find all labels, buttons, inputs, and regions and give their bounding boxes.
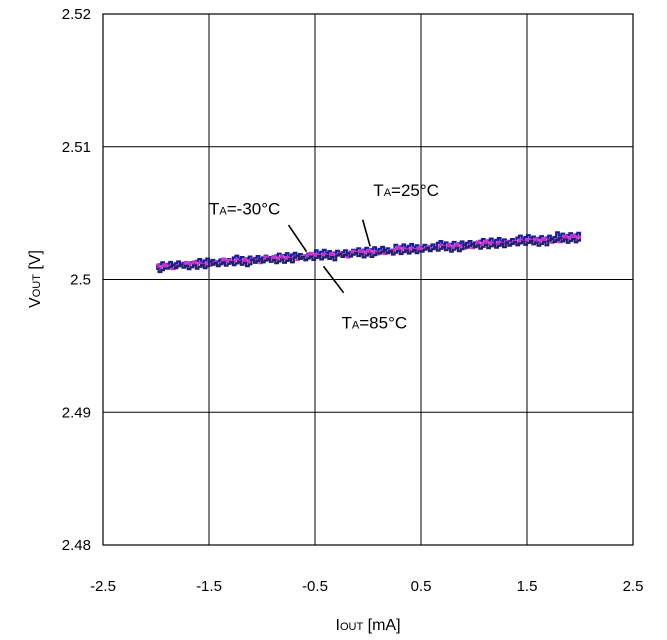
y-axis-label-main: V — [27, 297, 44, 308]
y-axis-label: VOUT [V] — [27, 250, 44, 308]
x-axis-label-sub: OUT — [340, 621, 364, 633]
annotation-pointer-0 — [361, 219, 371, 247]
annotation-label-2: TA=85°C — [342, 314, 408, 333]
x-tick-label-3: 0.5 — [411, 578, 432, 595]
annotation-label-1: TA=-30°C — [209, 199, 280, 218]
y-axis-label-sub: OUT — [31, 274, 43, 298]
annotation-label-0: TA=25°C — [373, 181, 439, 200]
plot-frame — [102, 13, 634, 546]
x-axis-label-unit: [mA] — [363, 617, 400, 634]
annotation-pointer-2 — [322, 265, 345, 294]
tick-labels: -2.5 -1.5 -0.5 0.5 1.5 2.5 2.48 2.49 2.5 2.51 2.52 — [62, 6, 644, 595]
x-tick-label-4: 1.5 — [517, 578, 538, 595]
x-axis-label-main: I — [335, 617, 339, 634]
x-axis-label: IOUT [mA] — [335, 617, 400, 634]
y-tick-label-4: 2.52 — [62, 6, 91, 23]
x-tick-label-5: 2.5 — [623, 578, 644, 595]
x-tick-label-1: -1.5 — [196, 578, 222, 595]
y-tick-label-2: 2.5 — [70, 272, 91, 289]
annotation-pointer-1 — [287, 224, 308, 253]
y-tick-label-1: 2.49 — [62, 404, 91, 421]
series-line-2 — [156, 237, 582, 274]
annotations: TA=25°C TA=-30°C TA=85°C — [209, 181, 439, 333]
x-tick-label-0: -2.5 — [90, 578, 116, 595]
x-tick-label-2: -0.5 — [302, 578, 328, 595]
y-tick-label-0: 2.48 — [62, 537, 91, 554]
y-tick-label-3: 2.51 — [62, 139, 91, 156]
y-axis-label-unit: [V] — [27, 250, 44, 274]
grid-lines — [102, 13, 634, 546]
series-group — [156, 231, 582, 274]
